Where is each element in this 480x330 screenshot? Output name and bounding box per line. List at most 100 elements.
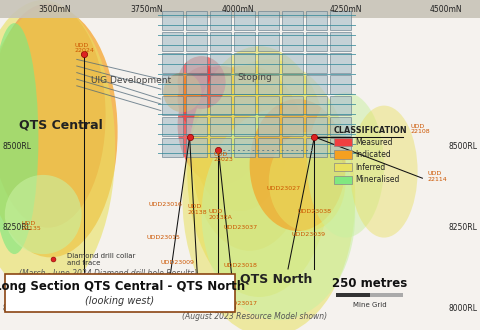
Text: (August 2023 Resource Model shown): (August 2023 Resource Model shown) bbox=[182, 312, 327, 321]
Bar bbox=[234, 75, 255, 94]
Text: 250 metres: 250 metres bbox=[332, 277, 407, 290]
Text: 8250RL: 8250RL bbox=[449, 223, 478, 232]
Bar bbox=[0, 0, 480, 18]
Text: (March - June 2024 Diamond drill hole Results): (March - June 2024 Diamond drill hole Re… bbox=[19, 269, 197, 279]
Bar bbox=[258, 53, 279, 73]
Text: UDD23016: UDD23016 bbox=[149, 202, 183, 207]
Ellipse shape bbox=[192, 66, 307, 251]
Ellipse shape bbox=[0, 23, 38, 254]
Text: UDD23038: UDD23038 bbox=[298, 209, 332, 214]
Bar bbox=[186, 75, 207, 94]
Bar bbox=[210, 53, 231, 73]
Text: UDD
22135: UDD 22135 bbox=[22, 221, 41, 231]
Bar bbox=[282, 11, 303, 30]
Ellipse shape bbox=[250, 99, 346, 231]
Text: Inferred: Inferred bbox=[355, 163, 385, 172]
Bar bbox=[234, 117, 255, 136]
Bar bbox=[334, 150, 352, 159]
Bar bbox=[210, 117, 231, 136]
Bar bbox=[162, 96, 183, 115]
Bar bbox=[210, 96, 231, 115]
Bar bbox=[162, 75, 183, 94]
Bar bbox=[162, 53, 183, 73]
Bar bbox=[234, 11, 255, 30]
Text: UDD23017: UDD23017 bbox=[223, 301, 257, 306]
Bar bbox=[234, 138, 255, 157]
Text: Long Section QTS Central - QTS North: Long Section QTS Central - QTS North bbox=[0, 280, 246, 292]
Bar bbox=[306, 75, 327, 94]
Ellipse shape bbox=[350, 106, 418, 238]
Bar bbox=[258, 11, 279, 30]
Text: UDD23039: UDD23039 bbox=[292, 232, 326, 237]
Bar bbox=[186, 32, 207, 51]
Bar bbox=[162, 11, 183, 30]
Bar bbox=[282, 32, 303, 51]
Ellipse shape bbox=[0, 0, 115, 297]
Bar bbox=[306, 32, 327, 51]
Text: QTS North: QTS North bbox=[240, 272, 312, 285]
Text: Mine Grid: Mine Grid bbox=[353, 302, 386, 308]
Bar bbox=[258, 75, 279, 94]
Bar bbox=[282, 53, 303, 73]
Text: UDD23018: UDD23018 bbox=[223, 263, 257, 268]
Bar bbox=[234, 96, 255, 115]
Bar bbox=[306, 117, 327, 136]
Bar bbox=[334, 163, 352, 171]
Bar bbox=[186, 117, 207, 136]
Bar bbox=[282, 75, 303, 94]
Ellipse shape bbox=[269, 132, 346, 231]
Text: 8500RL: 8500RL bbox=[449, 142, 478, 151]
Bar bbox=[162, 138, 183, 157]
Text: UDD
23023: UDD 23023 bbox=[214, 151, 233, 162]
Ellipse shape bbox=[0, 7, 118, 257]
Text: 3500mN: 3500mN bbox=[39, 5, 72, 14]
Bar bbox=[282, 96, 303, 115]
Bar bbox=[336, 293, 370, 297]
Ellipse shape bbox=[5, 175, 82, 254]
Bar bbox=[306, 96, 327, 115]
Bar bbox=[162, 32, 183, 51]
Bar bbox=[5, 274, 235, 312]
Bar bbox=[334, 176, 352, 184]
Text: Indicated: Indicated bbox=[355, 150, 391, 159]
Text: 4250mN: 4250mN bbox=[329, 5, 362, 14]
Bar bbox=[162, 117, 183, 136]
Text: UDD23037: UDD23037 bbox=[223, 225, 257, 230]
Text: Measured: Measured bbox=[355, 138, 393, 147]
Text: UDD
20138: UDD 20138 bbox=[187, 204, 207, 215]
Bar bbox=[210, 75, 231, 94]
Bar bbox=[210, 138, 231, 157]
Bar bbox=[306, 53, 327, 73]
Ellipse shape bbox=[307, 92, 384, 238]
Text: (looking west): (looking west) bbox=[85, 296, 155, 306]
Bar bbox=[330, 96, 351, 115]
Text: 4000mN: 4000mN bbox=[221, 5, 254, 14]
Text: UDD23027: UDD23027 bbox=[266, 185, 300, 191]
Text: CLASSIFICATION: CLASSIFICATION bbox=[334, 126, 407, 135]
Text: UDD
2013EA: UDD 2013EA bbox=[209, 209, 233, 220]
Bar bbox=[330, 117, 351, 136]
Bar bbox=[306, 11, 327, 30]
Bar bbox=[258, 117, 279, 136]
Text: Stoping: Stoping bbox=[238, 73, 272, 82]
Bar bbox=[306, 138, 327, 157]
Bar bbox=[186, 11, 207, 30]
Ellipse shape bbox=[202, 109, 355, 320]
Text: 8500RL: 8500RL bbox=[2, 142, 31, 151]
Bar bbox=[186, 53, 207, 73]
Text: 8250RL: 8250RL bbox=[2, 223, 31, 232]
Text: UDD23015: UDD23015 bbox=[146, 235, 180, 240]
Bar bbox=[234, 53, 255, 73]
Bar bbox=[330, 32, 351, 51]
Ellipse shape bbox=[192, 66, 288, 211]
Text: UDD
22024: UDD 22024 bbox=[74, 43, 94, 53]
Bar bbox=[258, 96, 279, 115]
Bar bbox=[258, 32, 279, 51]
Bar bbox=[282, 117, 303, 136]
Text: 8000RL: 8000RL bbox=[2, 304, 31, 313]
Text: UDD
22108: UDD 22108 bbox=[410, 123, 430, 134]
Ellipse shape bbox=[182, 59, 355, 330]
Text: UDD
22114: UDD 22114 bbox=[427, 171, 447, 182]
Ellipse shape bbox=[163, 73, 202, 112]
Bar bbox=[186, 96, 207, 115]
